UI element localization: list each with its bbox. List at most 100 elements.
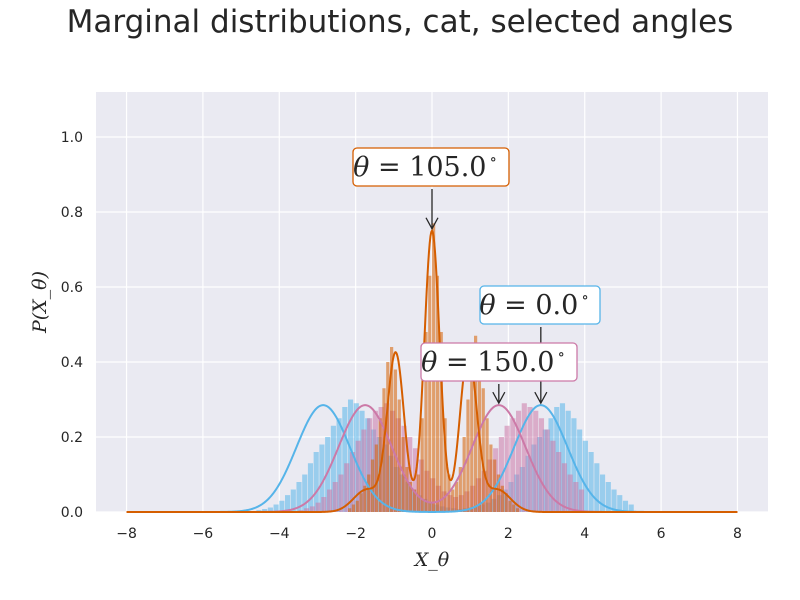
- y-axis-label: P(X_θ): [29, 271, 51, 334]
- histogram-bar: [338, 474, 344, 512]
- y-tick-label: 0.2: [61, 430, 83, 446]
- histogram-bar: [628, 504, 634, 512]
- histogram-bar: [617, 495, 623, 512]
- histogram-bar: [290, 489, 296, 512]
- histogram-bar: [397, 399, 401, 512]
- histogram-bar: [512, 504, 516, 512]
- histogram-bar: [424, 332, 428, 512]
- annotation-arrowhead: [425, 217, 439, 231]
- histogram-bar: [319, 444, 325, 512]
- histogram-bar: [600, 474, 606, 512]
- histogram-bar: [559, 403, 566, 512]
- histogram-bar: [579, 489, 585, 512]
- histogram-bar: [443, 418, 447, 512]
- annotation-arrowhead: [534, 391, 548, 405]
- histogram-bar: [500, 485, 504, 512]
- histogram-bar: [393, 369, 398, 512]
- histogram-bar: [521, 403, 527, 512]
- histogram-bar: [516, 410, 522, 512]
- histogram-bar: [273, 504, 279, 512]
- histogram-bar: [405, 467, 409, 512]
- histogram-bar: [309, 506, 315, 512]
- y-tick-label: 0.0: [61, 505, 83, 521]
- histogram-bar: [435, 275, 440, 512]
- histogram-bar: [302, 474, 308, 512]
- histogram-bar: [565, 410, 571, 512]
- histogram-bar: [451, 489, 455, 512]
- histogram-bar: [516, 508, 520, 512]
- histogram-bar: [262, 509, 268, 512]
- annotation-label: θ = 105.0 ∘: [353, 150, 497, 183]
- kde-curves: [126, 228, 738, 513]
- histogram-bar: [342, 407, 348, 512]
- chart-title: Marginal distributions, cat, selected an…: [66, 4, 734, 40]
- histogram-bar: [474, 335, 478, 512]
- histogram-bar: [508, 500, 512, 512]
- histogram-bar: [454, 482, 459, 512]
- histogram-bar: [504, 425, 510, 512]
- x-tick-label: −6: [193, 526, 214, 542]
- histogram-bar: [296, 482, 302, 512]
- tick-labels: −8 −6 −4 −2 0 2 4 6 8 0.0 0.2 0.4 0.6 0.8 1.0: [61, 130, 742, 542]
- histogram-bar: [470, 369, 474, 512]
- histogram-bar: [567, 474, 573, 512]
- histogram-bar: [359, 493, 363, 512]
- annotation-label: θ = 150.0 ∘: [421, 345, 565, 378]
- histogram-bar: [390, 347, 394, 512]
- histogram-bar: [510, 418, 516, 512]
- annotation-box: [420, 342, 578, 382]
- histogram-bar: [493, 459, 497, 512]
- histogram-bar: [594, 463, 600, 512]
- histogram-bar: [344, 463, 350, 512]
- histogram-bar: [304, 508, 310, 512]
- histogram-bar: [556, 452, 562, 512]
- histogram-bar: [605, 482, 611, 512]
- annotations: θ = 105.0 ∘ θ = 0.0 ∘ θ = 150.0 ∘: [352, 147, 601, 405]
- y-tick-label: 0.6: [61, 280, 83, 296]
- histogram-bar: [267, 507, 273, 512]
- kde-curve: [126, 228, 738, 513]
- histogram-bar: [588, 452, 594, 512]
- histogram-bar: [544, 429, 550, 512]
- annotation-box: [352, 147, 510, 187]
- histogram-bar: [611, 489, 617, 512]
- histogram-bar: [458, 467, 462, 512]
- histogram-bar: [363, 485, 367, 512]
- y-tick-label: 0.8: [61, 205, 83, 221]
- x-tick-label: 4: [580, 526, 589, 542]
- histogram-bar: [349, 452, 356, 512]
- histogram-bar: [285, 495, 291, 512]
- histogram-bar: [561, 463, 567, 512]
- histogram-bar: [407, 437, 413, 512]
- histogram-bar: [533, 410, 539, 512]
- histogram-bar: [504, 493, 508, 512]
- histogram-bar: [481, 388, 485, 512]
- histogram-bar: [412, 448, 419, 512]
- histogram-bar: [573, 482, 579, 512]
- histogram-bar: [571, 418, 577, 512]
- histogram-bar: [367, 474, 371, 512]
- histogram-bar: [355, 500, 359, 512]
- histogram-bar: [582, 440, 588, 512]
- x-tick-label: 2: [504, 526, 513, 542]
- histogram-bar: [370, 459, 375, 512]
- histogram-bar: [313, 452, 319, 512]
- histogram-bar: [361, 429, 367, 512]
- histogram-bar: [439, 332, 443, 512]
- histogram-bar: [489, 444, 493, 512]
- histogram-bar: [330, 425, 336, 512]
- histogram-bar: [374, 444, 378, 512]
- histogram-bar: [332, 482, 338, 512]
- histogram-bar: [420, 418, 424, 512]
- histogram-bar: [538, 418, 545, 512]
- histogram-bar: [367, 418, 373, 512]
- histogram-bar: [412, 489, 417, 512]
- histogram-bar: [279, 500, 285, 512]
- histogram-bar: [409, 482, 413, 512]
- histogram-bar: [416, 474, 420, 512]
- x-tick-label: −2: [345, 526, 366, 542]
- histogram-bar: [307, 463, 314, 512]
- histogram-bar: [327, 489, 333, 512]
- histogram-bar: [321, 497, 327, 512]
